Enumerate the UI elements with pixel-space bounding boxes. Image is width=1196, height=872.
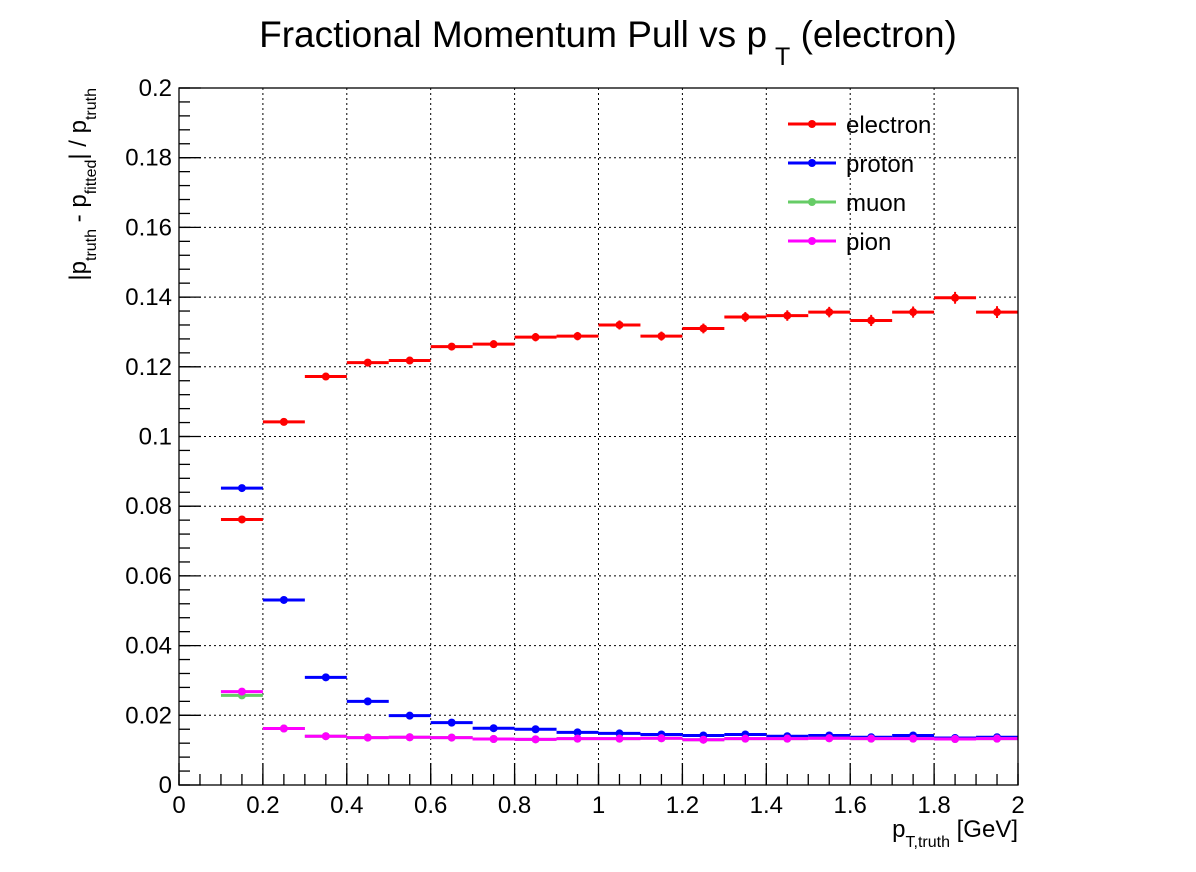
data-point bbox=[321, 673, 330, 682]
x-tick-label: 1.6 bbox=[834, 792, 867, 819]
data-point bbox=[447, 342, 456, 351]
data-point bbox=[321, 732, 330, 741]
data-series bbox=[220, 291, 1018, 744]
data-point bbox=[951, 293, 960, 302]
y-tick-label: 0 bbox=[159, 772, 172, 799]
data-point bbox=[867, 734, 876, 743]
data-point bbox=[993, 308, 1002, 317]
y-tick-label: 0.02 bbox=[125, 702, 172, 729]
data-point bbox=[489, 734, 498, 743]
data-point bbox=[825, 734, 834, 743]
x-tick-label: 0.8 bbox=[498, 792, 531, 819]
y-tick-label: 0.04 bbox=[125, 633, 172, 660]
y-tick-label: 0.16 bbox=[125, 214, 172, 241]
data-point bbox=[951, 734, 960, 743]
legend-marker bbox=[808, 159, 816, 167]
y-tick-label: 0.08 bbox=[125, 493, 172, 520]
data-point bbox=[909, 308, 918, 317]
data-point bbox=[405, 711, 414, 720]
data-point bbox=[825, 308, 834, 317]
x-tick-label: 2 bbox=[1011, 792, 1024, 819]
data-point bbox=[279, 417, 288, 426]
y-tick-label: 0.2 bbox=[139, 75, 172, 102]
grid bbox=[179, 88, 1018, 785]
data-point bbox=[909, 734, 918, 743]
x-tick-label: 0.2 bbox=[246, 792, 279, 819]
data-point bbox=[363, 358, 372, 367]
data-point bbox=[657, 734, 666, 743]
data-point bbox=[237, 484, 246, 493]
legend-item-electron: electron bbox=[788, 112, 931, 139]
data-point bbox=[531, 725, 540, 734]
data-point bbox=[699, 735, 708, 744]
data-point bbox=[657, 332, 666, 341]
data-point bbox=[531, 333, 540, 342]
data-point bbox=[447, 733, 456, 742]
data-point bbox=[867, 316, 876, 325]
x-tick-label: 0.6 bbox=[414, 792, 447, 819]
data-point bbox=[279, 595, 288, 604]
data-point bbox=[573, 734, 582, 743]
series-electron bbox=[220, 291, 1018, 524]
data-point bbox=[699, 324, 708, 333]
data-point bbox=[363, 697, 372, 706]
data-point bbox=[783, 734, 792, 743]
data-point bbox=[573, 728, 582, 737]
data-point bbox=[615, 734, 624, 743]
x-tick-label: 1 bbox=[592, 792, 605, 819]
data-point bbox=[615, 320, 624, 329]
legend: electron proton muon pion bbox=[788, 112, 931, 256]
data-point bbox=[531, 735, 540, 744]
legend-marker bbox=[808, 120, 816, 128]
legend-label: muon bbox=[846, 190, 906, 217]
data-point bbox=[447, 718, 456, 727]
data-point bbox=[573, 332, 582, 341]
legend-label: proton bbox=[846, 151, 914, 178]
tick-labels: 0 0.2 0.4 0.6 0.8 1 1.2 1.4 1.6 1.8 2 0 0.02 0.04 0.06… bbox=[125, 75, 1024, 819]
x-axis-label: pT,truth [GeV] bbox=[892, 816, 1018, 851]
legend-item-proton: proton bbox=[788, 151, 914, 178]
data-point bbox=[489, 340, 498, 349]
data-point bbox=[279, 724, 288, 733]
plot-frame bbox=[178, 87, 1019, 786]
x-tick-label: 0 bbox=[172, 792, 185, 819]
x-tick-label: 0.4 bbox=[330, 792, 363, 819]
legend-marker bbox=[808, 198, 816, 206]
y-tick-label: 0.12 bbox=[125, 354, 172, 381]
data-point bbox=[405, 356, 414, 365]
data-point bbox=[237, 687, 246, 696]
y-tick-label: 0.06 bbox=[125, 563, 172, 590]
y-axis-label: |ptruth - pfitted| / ptruth bbox=[65, 88, 100, 281]
legend-item-muon: muon bbox=[788, 190, 906, 217]
data-point bbox=[741, 734, 750, 743]
x-tick-label: 1.8 bbox=[917, 792, 950, 819]
series-pion bbox=[220, 687, 1018, 744]
data-point bbox=[321, 372, 330, 381]
y-tick-label: 0.1 bbox=[139, 424, 172, 451]
legend-marker bbox=[808, 237, 816, 245]
data-point bbox=[741, 312, 750, 321]
legend-item-pion: pion bbox=[788, 229, 891, 256]
legend-label: electron bbox=[846, 112, 931, 139]
data-point bbox=[405, 733, 414, 742]
x-tick-label: 1.2 bbox=[666, 792, 699, 819]
data-point bbox=[489, 724, 498, 733]
data-point bbox=[237, 515, 246, 524]
y-tick-label: 0.14 bbox=[125, 284, 172, 311]
y-tick-label: 0.18 bbox=[125, 145, 172, 172]
legend-label: pion bbox=[846, 229, 891, 256]
series-proton bbox=[220, 484, 1018, 742]
data-point bbox=[783, 311, 792, 320]
chart-title: Fractional Momentum Pull vs pT (electron… bbox=[259, 14, 957, 71]
data-point bbox=[363, 733, 372, 742]
data-point bbox=[993, 734, 1002, 743]
x-tick-label: 1.4 bbox=[750, 792, 783, 819]
chart-title-subscript: T bbox=[775, 43, 790, 71]
